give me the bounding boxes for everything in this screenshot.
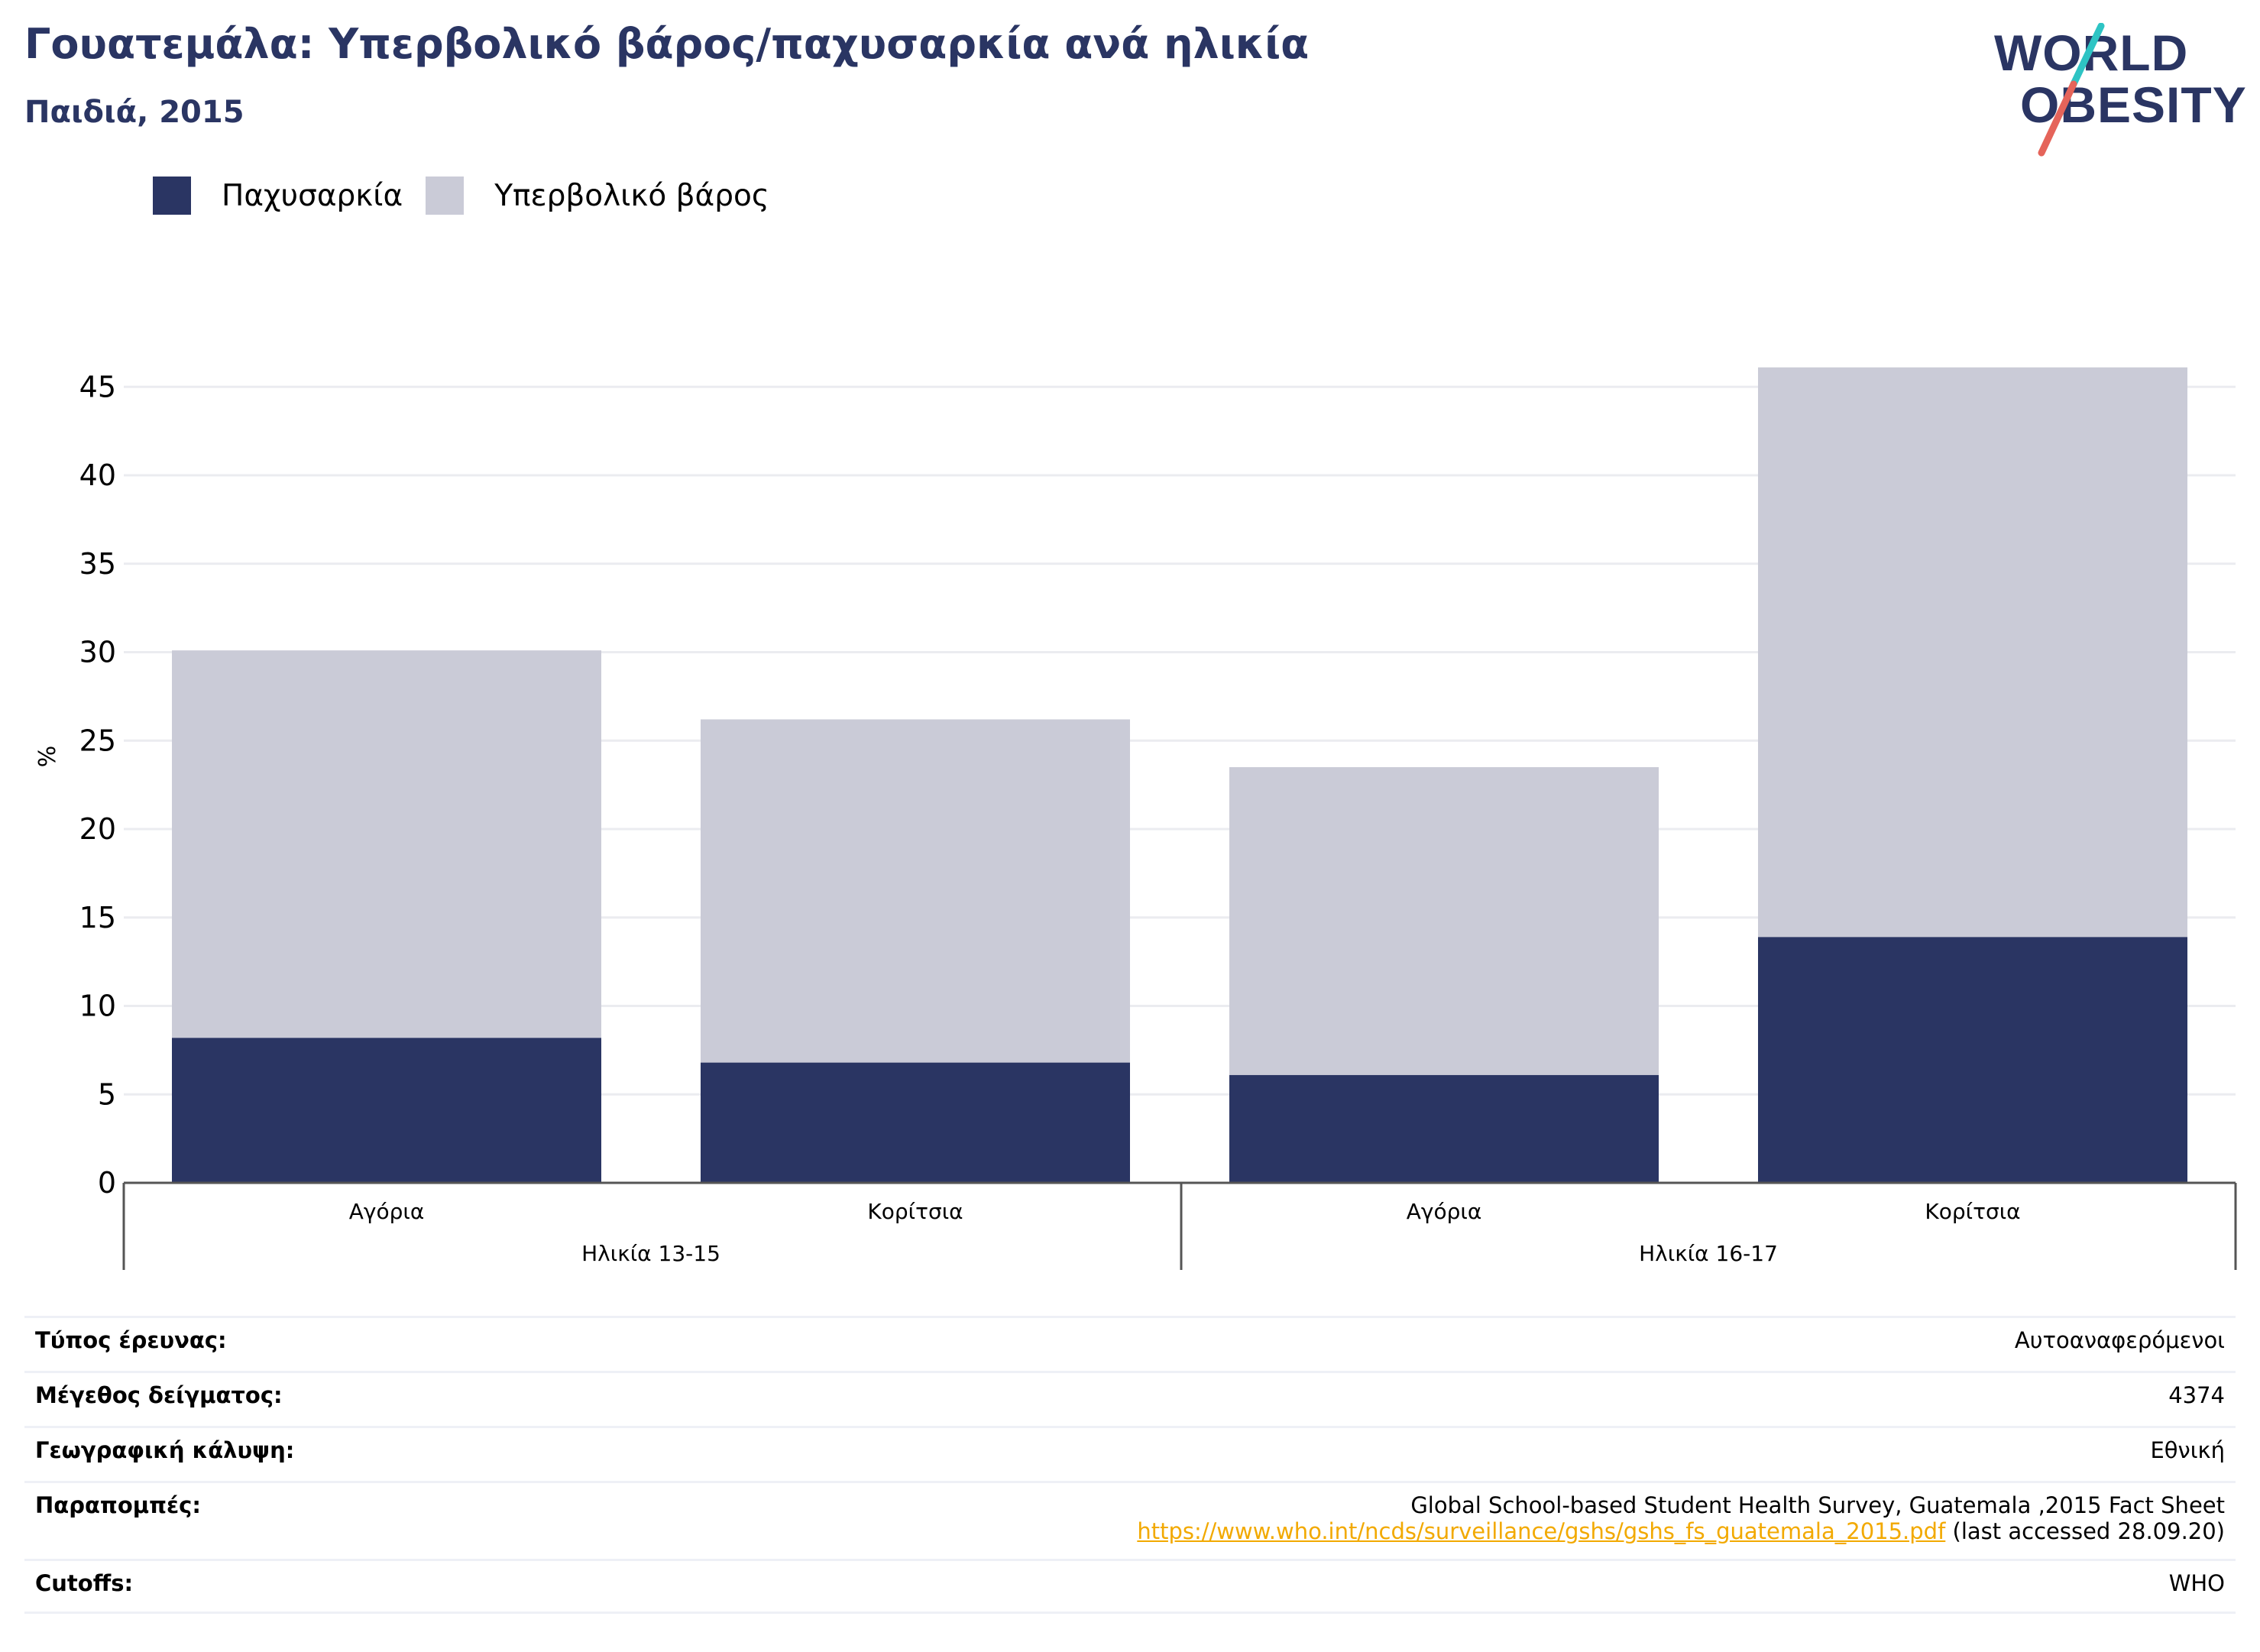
- references-link[interactable]: https://www.who.int/ncds/surveillance/gs…: [1137, 1518, 1946, 1544]
- legend-item-obesity[interactable]: Παχυσαρκία: [153, 177, 403, 215]
- survey-type-value: Αυτοαναφερόμενοι: [2014, 1327, 2225, 1353]
- bar-overweight-2: [1229, 766, 1659, 1075]
- coverage-value: Εθνική: [2150, 1437, 2225, 1463]
- coverage-label: Γεωγραφική κάλυψη:: [35, 1437, 295, 1463]
- x-tick-label: Κορίτσια: [867, 1199, 963, 1224]
- y-tick-label: 20: [79, 812, 116, 846]
- chart-title: Γουατεμάλα: Υπερβολικό βάρος/παχυσαρκία …: [24, 20, 1310, 68]
- y-tick-label: 35: [79, 547, 116, 581]
- group-label: Ηλικία 16-17: [1639, 1241, 1778, 1266]
- y-tick-label: 30: [79, 636, 116, 669]
- bar-obesity-1: [701, 1062, 1130, 1183]
- legend-label-overweight: Υπερβολικό βάρος: [494, 178, 769, 213]
- y-tick-label: 0: [98, 1166, 116, 1200]
- bars: [172, 367, 2187, 1183]
- legend-swatch-obesity: [153, 177, 191, 215]
- info-row-references: Παραπομπές: Global School-based Student …: [24, 1481, 2236, 1559]
- references-note: (last accessed 28.09.20): [1945, 1518, 2226, 1544]
- y-axis-label: %: [34, 746, 61, 768]
- chart-legend: Παχυσαρκία Υπερβολικό βάρος: [153, 176, 792, 215]
- references-text: Global School-based Student Health Surve…: [1410, 1492, 2225, 1518]
- info-row-sample-size: Μέγεθος δείγματος: 4374: [24, 1371, 2236, 1426]
- y-tick-label: 45: [79, 370, 116, 403]
- survey-type-label: Τύπος έρευνας:: [35, 1327, 227, 1353]
- info-row-survey-type: Τύπος έρευνας: Αυτοαναφερόμενοι: [24, 1316, 2236, 1371]
- bar-obesity-2: [1229, 1074, 1659, 1183]
- y-tick-label: 5: [98, 1077, 116, 1111]
- cutoffs-label: Cutoffs:: [35, 1570, 134, 1596]
- references-label: Παραπομπές:: [35, 1492, 201, 1518]
- y-tick-label: 15: [79, 901, 116, 935]
- legend-item-overweight[interactable]: Υπερβολικό βάρος: [426, 177, 769, 215]
- logo-slash-teal: [2070, 23, 2105, 88]
- y-tick-label: 40: [79, 458, 116, 492]
- y-tick-label: 10: [79, 990, 116, 1023]
- info-row-cutoffs: Cutoffs: WHO: [24, 1559, 2236, 1614]
- legend-swatch-overweight: [426, 177, 465, 215]
- x-tick-label: Αγόρια: [1407, 1199, 1482, 1224]
- stacked-bar-chart: 0 5 10 15 20 25 30 35 40 45 Αγόρια Κορίτσια Αγόρια Κο…: [34, 367, 2237, 1270]
- logo-slash-red: [2038, 80, 2077, 157]
- chart-subtitle: Παιδιά, 2015: [24, 95, 244, 130]
- info-row-coverage: Γεωγραφική κάλυψη: Εθνική: [24, 1426, 2236, 1481]
- x-tick-label: Κορίτσια: [1925, 1199, 2020, 1224]
- info-table: Τύπος έρευνας: Αυτοαναφερόμενοι Μέγεθος …: [24, 1316, 2236, 1614]
- world-obesity-logo: WORLD OBESITY: [1994, 23, 2246, 157]
- sample-size-label: Μέγεθος δείγματος:: [35, 1382, 283, 1408]
- sample-size-value: 4374: [2168, 1382, 2225, 1408]
- cutoffs-value: WHO: [2168, 1570, 2225, 1596]
- bar-overweight-3: [1758, 367, 2187, 938]
- bar-overweight-0: [172, 650, 601, 1038]
- axes: 0 5 10 15 20 25 30 35 40 45 Αγόρια Κορίτσια Αγόρια Κο…: [79, 370, 2237, 1270]
- bar-overweight-1: [701, 719, 1130, 1063]
- x-tick-label: Αγόρια: [349, 1199, 425, 1224]
- references-value: Global School-based Student Health Surve…: [1137, 1492, 2225, 1544]
- y-tick-label: 25: [79, 724, 116, 757]
- legend-label-obesity: Παχυσαρκία: [222, 178, 403, 213]
- group-label: Ηλικία 13-15: [581, 1241, 720, 1266]
- bar-obesity-0: [172, 1038, 601, 1183]
- bar-obesity-3: [1758, 937, 2187, 1183]
